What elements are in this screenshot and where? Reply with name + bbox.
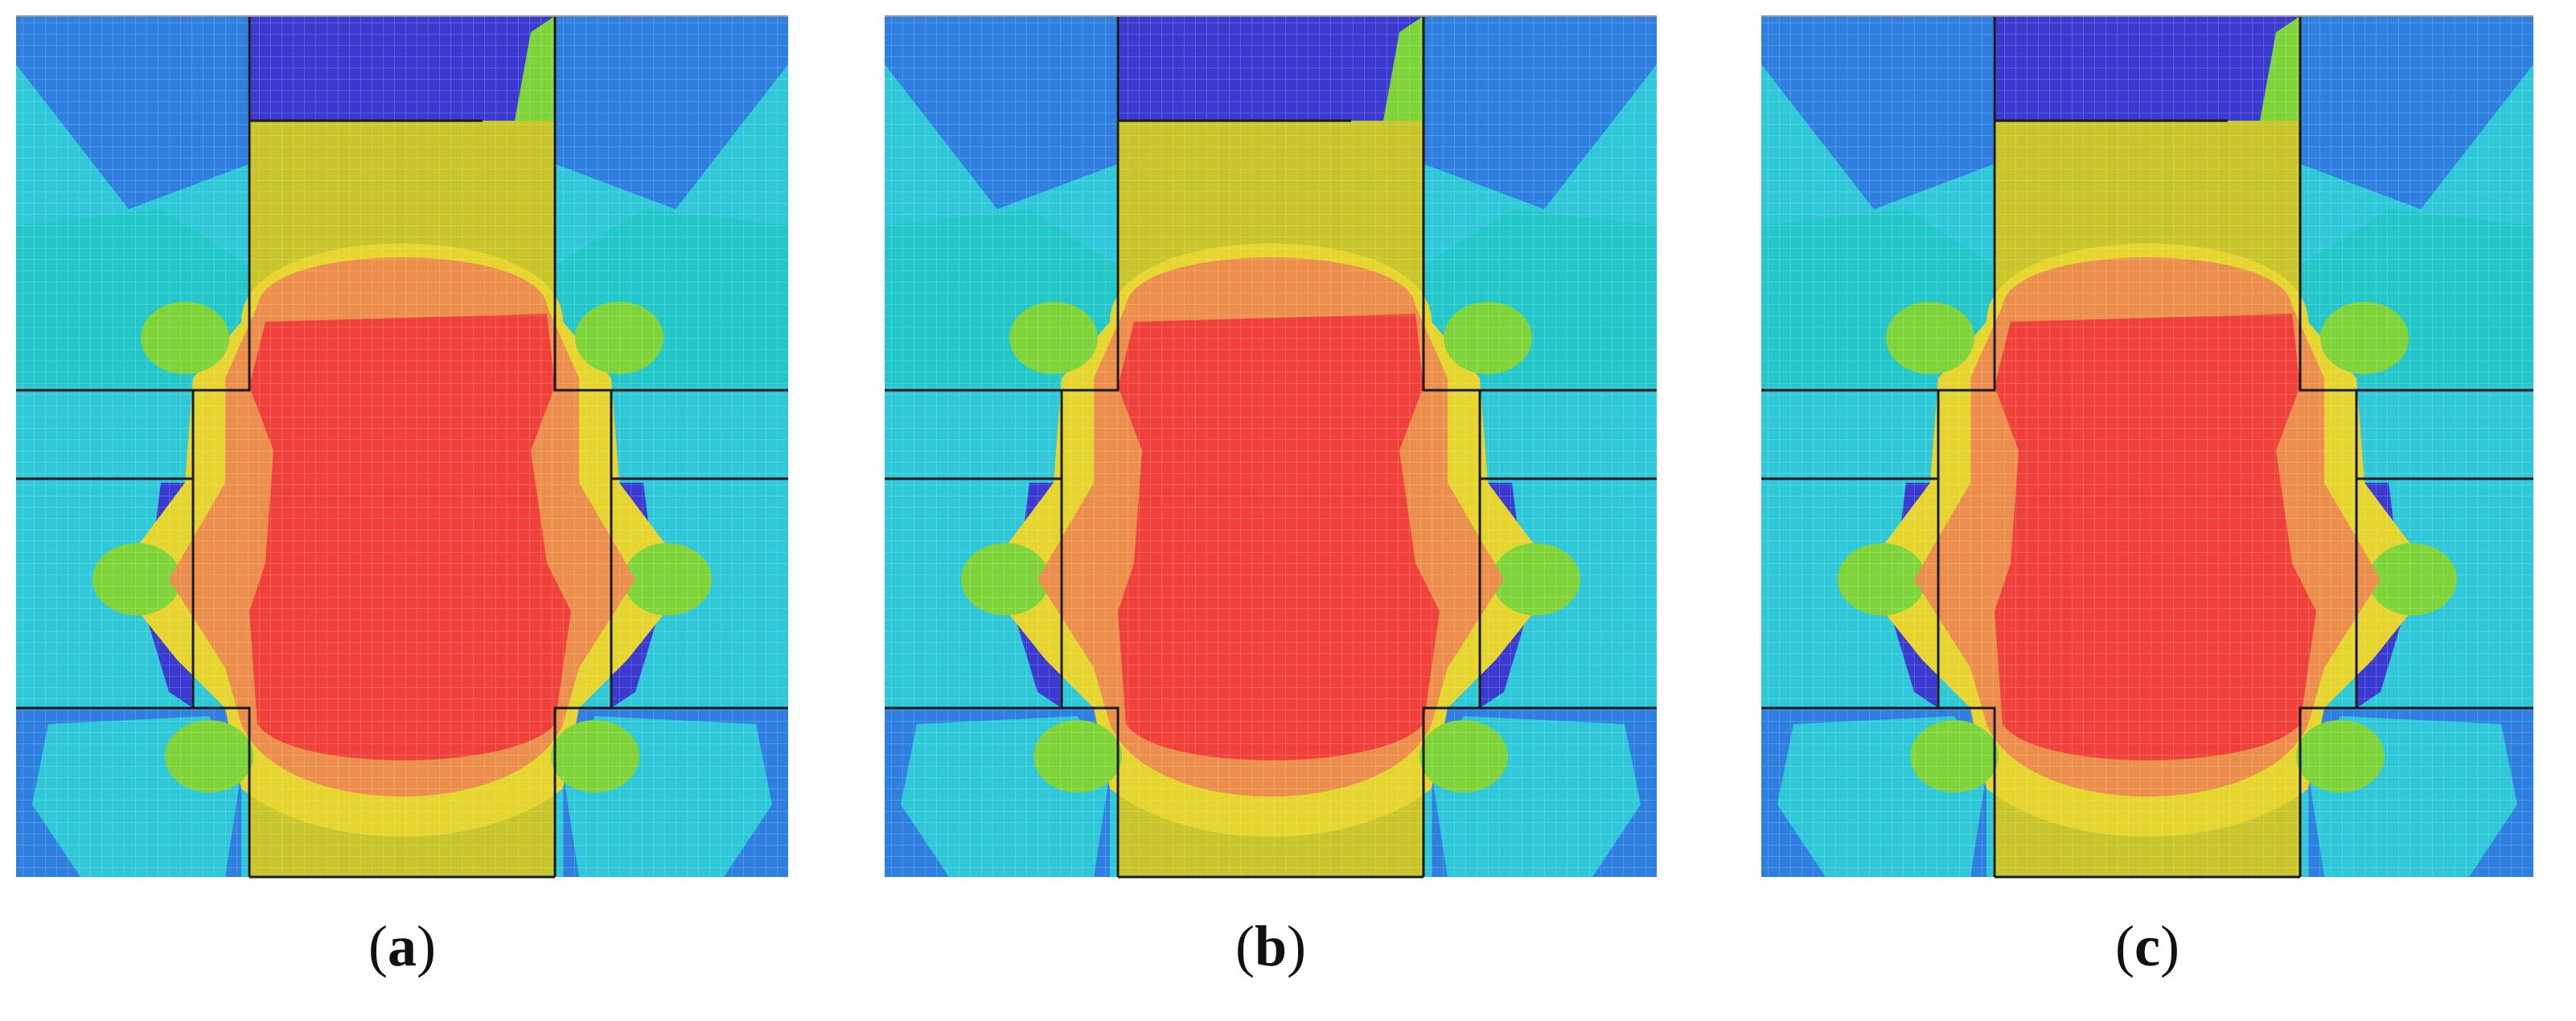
caption-c: (c) [2115, 914, 2180, 978]
caption-b: (b) [1235, 914, 1306, 978]
caption-a: (a) [368, 914, 436, 978]
contour-plot-c [1761, 15, 2533, 879]
right-wall-outline [2299, 16, 2358, 877]
left-wall-outline [1937, 16, 1996, 877]
left-wall-outline [1060, 16, 1120, 877]
right-wall-outline [1422, 16, 1481, 877]
right-wall-outline [553, 16, 613, 877]
panel-b: (b) [869, 0, 1673, 1021]
mesh-grid [1761, 16, 2533, 877]
contour-plot-a [16, 15, 788, 879]
left-wall-outline [191, 16, 251, 877]
contour-plot-b [885, 15, 1657, 879]
panel-a: (a) [0, 0, 804, 1021]
mesh-grid [885, 16, 1657, 877]
panel-c: (c) [1745, 0, 2549, 1021]
mesh-grid [16, 16, 788, 877]
